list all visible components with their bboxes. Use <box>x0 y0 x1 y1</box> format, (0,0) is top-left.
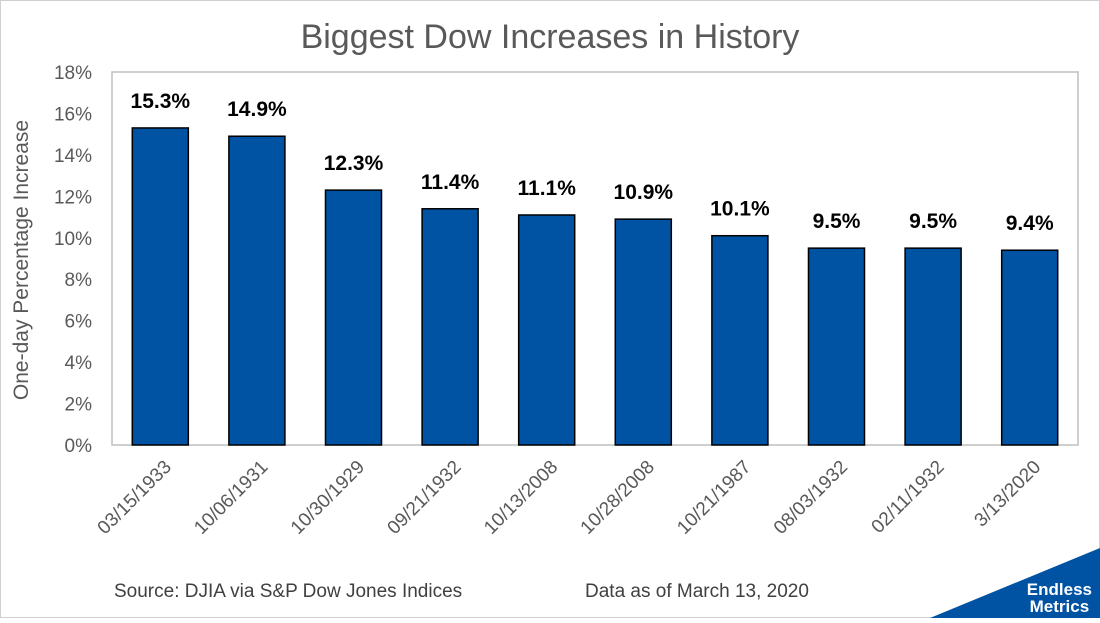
x-tick-label: 03/15/1933 <box>94 457 176 539</box>
y-tick-label: 14% <box>54 146 92 167</box>
x-tick-label: 10/13/2008 <box>480 457 562 539</box>
data-label: 9.5% <box>909 210 957 233</box>
y-tick-label: 18% <box>54 63 92 84</box>
x-tick-label: 08/03/1932 <box>770 457 852 539</box>
logo-line-2: Metrics <box>1027 598 1092 615</box>
y-tick-label: 12% <box>54 187 92 208</box>
data-label: 9.5% <box>813 210 861 233</box>
data-label: 14.9% <box>227 98 287 121</box>
y-tick-label: 0% <box>65 436 93 457</box>
bar-08/03/1932 <box>808 248 864 445</box>
x-tick-label: 02/11/1932 <box>868 457 949 538</box>
data-label: 11.4% <box>421 171 480 194</box>
bar-10/28/2008 <box>615 219 671 445</box>
data-date-note: Data as of March 13, 2020 <box>585 581 809 603</box>
x-tick-label: 09/21/1932 <box>384 457 466 539</box>
bar-3/13/2020 <box>1002 250 1058 445</box>
data-label: 10.9% <box>614 181 674 204</box>
x-tick-label: 10/28/2008 <box>577 457 659 539</box>
bar-03/15/1933 <box>132 128 188 445</box>
y-tick-label: 6% <box>65 312 93 333</box>
x-tick-label: 10/06/1931 <box>190 457 272 539</box>
x-tick-label: 10/21/1987 <box>673 457 755 539</box>
data-label: 10.1% <box>710 198 770 221</box>
source-note: Source: DJIA via S&P Dow Jones Indices <box>114 581 462 603</box>
bar-10/30/1929 <box>325 190 381 445</box>
bar-10/21/1987 <box>712 236 768 445</box>
data-label: 12.3% <box>324 152 384 175</box>
endless-metrics-logo: Endless Metrics <box>930 548 1100 618</box>
data-label: 9.4% <box>1006 212 1054 235</box>
bar-10/06/1931 <box>229 136 285 445</box>
y-tick-label: 2% <box>65 395 93 416</box>
x-tick-label: 3/13/2020 <box>971 457 1046 532</box>
x-tick-label: 10/30/1929 <box>287 457 369 539</box>
logo-line-1: Endless <box>1027 581 1092 598</box>
y-tick-label: 16% <box>54 104 92 125</box>
bar-02/11/1932 <box>905 248 961 445</box>
y-tick-label: 10% <box>54 229 92 250</box>
y-tick-label: 8% <box>65 270 93 291</box>
logo-text: Endless Metrics <box>1027 581 1092 615</box>
data-label: 15.3% <box>131 90 191 113</box>
bar-09/21/1932 <box>422 209 478 445</box>
y-tick-label: 4% <box>65 353 93 374</box>
data-label: 11.1% <box>518 177 577 200</box>
bar-10/13/2008 <box>519 215 575 445</box>
